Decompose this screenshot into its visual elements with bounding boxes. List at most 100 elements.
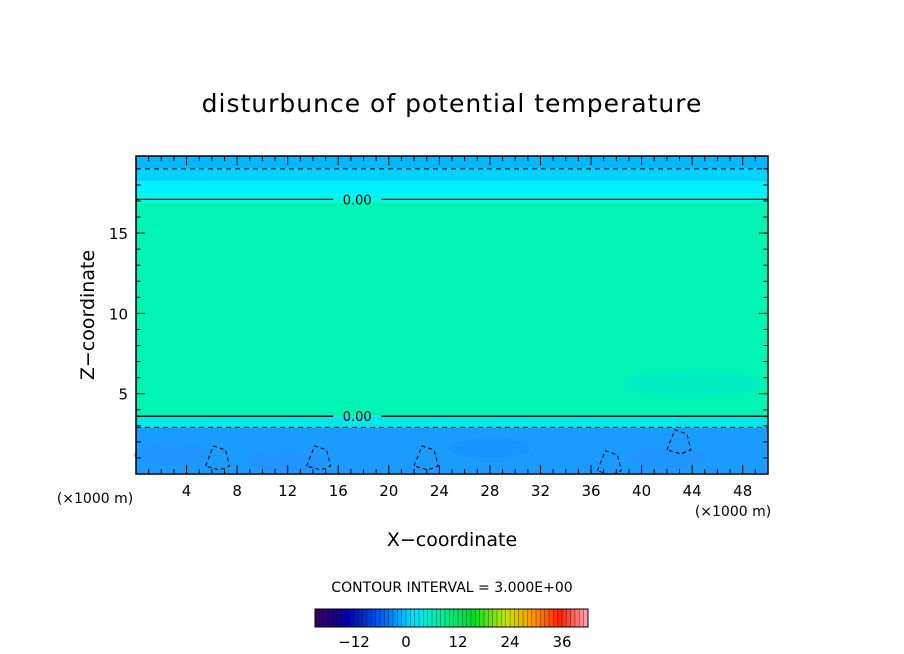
fill-layer-3 <box>136 194 768 203</box>
colorbar-cell-3 <box>327 608 333 628</box>
colorbar-cell-21 <box>405 608 411 628</box>
colorbar-cell-12 <box>366 608 372 628</box>
colorbar-cell-33 <box>457 608 463 628</box>
fill-layer-5 <box>136 416 768 428</box>
colorbar-cell-60 <box>574 608 580 628</box>
colorbar-cell-24 <box>418 608 424 628</box>
fill-patch-3 <box>626 447 707 468</box>
colorbar-cell-8 <box>349 608 355 628</box>
colorbar-cell-51 <box>535 608 541 628</box>
colorbar-cell-31 <box>449 608 455 628</box>
x-tick-label-2: 12 <box>278 482 297 500</box>
colorbar-cell-47 <box>518 608 524 628</box>
fill-layer-0 <box>136 156 768 169</box>
fill-layer-2 <box>136 181 768 195</box>
colorbar-cell-19 <box>397 608 403 628</box>
colorbar-tick-label-2: 12 <box>448 633 467 651</box>
y-tick-label-1: 10 <box>109 305 128 323</box>
colorbar-cell-36 <box>470 608 476 628</box>
colorbar-cell-52 <box>540 608 546 628</box>
fill-patch-1 <box>247 451 328 472</box>
colorbar-cell-55 <box>553 608 559 628</box>
colorbar-cell-14 <box>375 608 381 628</box>
colorbar-cell-50 <box>531 608 537 628</box>
x-axis-title: X−coordinate <box>387 529 517 551</box>
colorbar-cell-27 <box>431 608 437 628</box>
zero-contour-label-0: 0.00 <box>343 193 372 208</box>
colorbar-cell-49 <box>527 608 533 628</box>
x-tick-label-8: 36 <box>581 482 600 500</box>
negative-cell-0 <box>204 445 231 471</box>
y-axis-title: Z−coordinate <box>77 250 99 380</box>
x-tick-label-7: 32 <box>531 482 550 500</box>
negative-cell-4 <box>666 429 692 455</box>
x-tick-label-4: 20 <box>379 482 398 500</box>
colorbar-cell-16 <box>384 608 390 628</box>
colorbar-cell-13 <box>371 608 377 628</box>
x-tick-label-6: 28 <box>480 482 499 500</box>
x-tick-label-0: 4 <box>182 482 192 500</box>
colorbar-tick-label-1: 0 <box>401 633 411 651</box>
colorbar-cell-48 <box>522 608 528 628</box>
x-units-left: (×1000 m) <box>57 491 133 507</box>
colorbar-cell-42 <box>496 608 502 628</box>
colorbar-tick-label-3: 24 <box>500 633 519 651</box>
colorbar-cell-6 <box>340 608 346 628</box>
colorbar-cell-26 <box>427 608 433 628</box>
colorbar-tick-label-0: −12 <box>338 633 370 651</box>
colorbar-cell-59 <box>570 608 576 628</box>
colorbar-cell-57 <box>561 608 567 628</box>
x-tick-label-9: 40 <box>632 482 651 500</box>
colorbar-cell-61 <box>579 608 585 628</box>
colorbar-cell-34 <box>462 608 468 628</box>
contour-interval-label: CONTOUR INTERVAL = 3.000E+00 <box>331 580 572 596</box>
colorbar-cell-10 <box>358 608 364 628</box>
negative-cell-2 <box>413 445 439 471</box>
y-tick-label-0: 5 <box>118 386 128 404</box>
colorbar-cell-44 <box>505 608 511 628</box>
y-tick-label-2: 15 <box>109 225 128 243</box>
colorbar-cell-15 <box>379 608 385 628</box>
colorbar-cell-29 <box>440 608 446 628</box>
colorbar-frame <box>314 608 589 628</box>
chart-title: disturbunce of potential temperature <box>202 89 703 118</box>
colorbar: −12 0 12 24 36 <box>314 608 589 651</box>
colorbar-cell-17 <box>388 608 394 628</box>
x-tick-label-3: 16 <box>329 482 348 500</box>
colorbar-cell-43 <box>501 608 507 628</box>
colorbar-cell-37 <box>475 608 481 628</box>
colorbar-cell-23 <box>414 608 420 628</box>
colorbar-cell-7 <box>345 608 351 628</box>
colorbar-cell-18 <box>392 608 398 628</box>
colorbar-cell-54 <box>548 608 554 628</box>
colorbar-cell-58 <box>566 608 572 628</box>
colorbar-cell-38 <box>479 608 485 628</box>
colorbar-cell-4 <box>332 608 338 628</box>
x-tick-label-1: 8 <box>232 482 242 500</box>
colorbar-cell-28 <box>436 608 442 628</box>
colorbar-cell-40 <box>488 608 494 628</box>
colorbar-cell-30 <box>444 608 450 628</box>
fill-layer-1 <box>136 168 768 182</box>
x-units-right: (×1000 m) <box>695 504 771 520</box>
colorbar-cell-35 <box>466 608 472 628</box>
colorbar-cell-45 <box>509 608 515 628</box>
fill-patch-upper <box>622 370 763 399</box>
colorbar-cell-41 <box>492 608 498 628</box>
x-tick-label-11: 48 <box>733 482 752 500</box>
colorbar-cell-39 <box>483 608 489 628</box>
colorbar-cell-0 <box>314 608 320 628</box>
negative-cell-1 <box>305 445 332 471</box>
colorbar-cell-22 <box>410 608 416 628</box>
colorbar-cell-2 <box>323 608 329 628</box>
colorbar-cell-46 <box>514 608 520 628</box>
colorbar-cell-9 <box>353 608 359 628</box>
colorbar-cell-5 <box>336 608 342 628</box>
colorbar-cell-56 <box>557 608 563 628</box>
zero-contour-label-1: 0.00 <box>343 410 372 425</box>
colorbar-tick-label-4: 36 <box>552 633 571 651</box>
x-tick-label-10: 44 <box>683 482 702 500</box>
colorbar-cell-11 <box>362 608 368 628</box>
